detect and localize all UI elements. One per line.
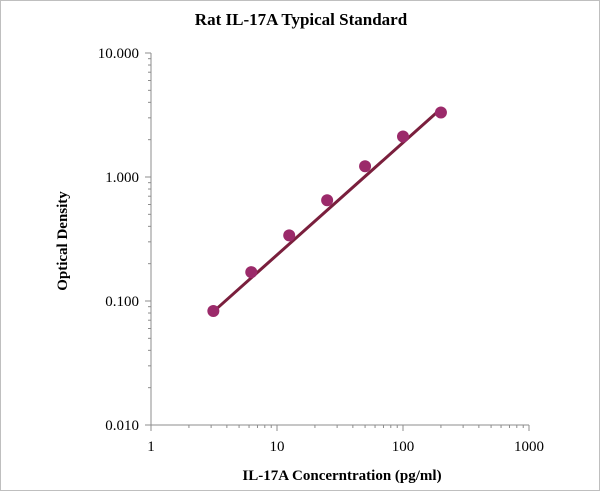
- data-point: [245, 266, 258, 279]
- y-tick-label: 0.100: [105, 294, 139, 310]
- y-tick-label: 10.000: [98, 46, 139, 62]
- x-tick-label: 1: [147, 439, 155, 455]
- axes: [150, 53, 529, 426]
- y-tick-label: 1.000: [105, 170, 139, 186]
- x-tick-label: 1000: [514, 439, 544, 455]
- x-tick-label: 10: [270, 439, 285, 455]
- y-tick-label: 0.010: [105, 418, 139, 434]
- data-point: [207, 305, 220, 318]
- y-axis-label: Optical Density: [55, 191, 71, 291]
- ticks: 1 10 100 1000 0.010 0.100 1.000 10.000: [98, 46, 544, 455]
- data-point: [397, 130, 409, 143]
- chart-title: Rat IL-17A Typical Standard: [195, 10, 408, 29]
- data-point: [321, 194, 334, 207]
- x-axis-label: IL-17A Concerntration (pg/ml): [242, 468, 441, 484]
- plot-marks: [207, 106, 447, 318]
- data-point: [434, 106, 447, 119]
- data-point: [283, 229, 296, 242]
- data-point: [359, 160, 372, 173]
- x-tick-label: 100: [392, 439, 415, 455]
